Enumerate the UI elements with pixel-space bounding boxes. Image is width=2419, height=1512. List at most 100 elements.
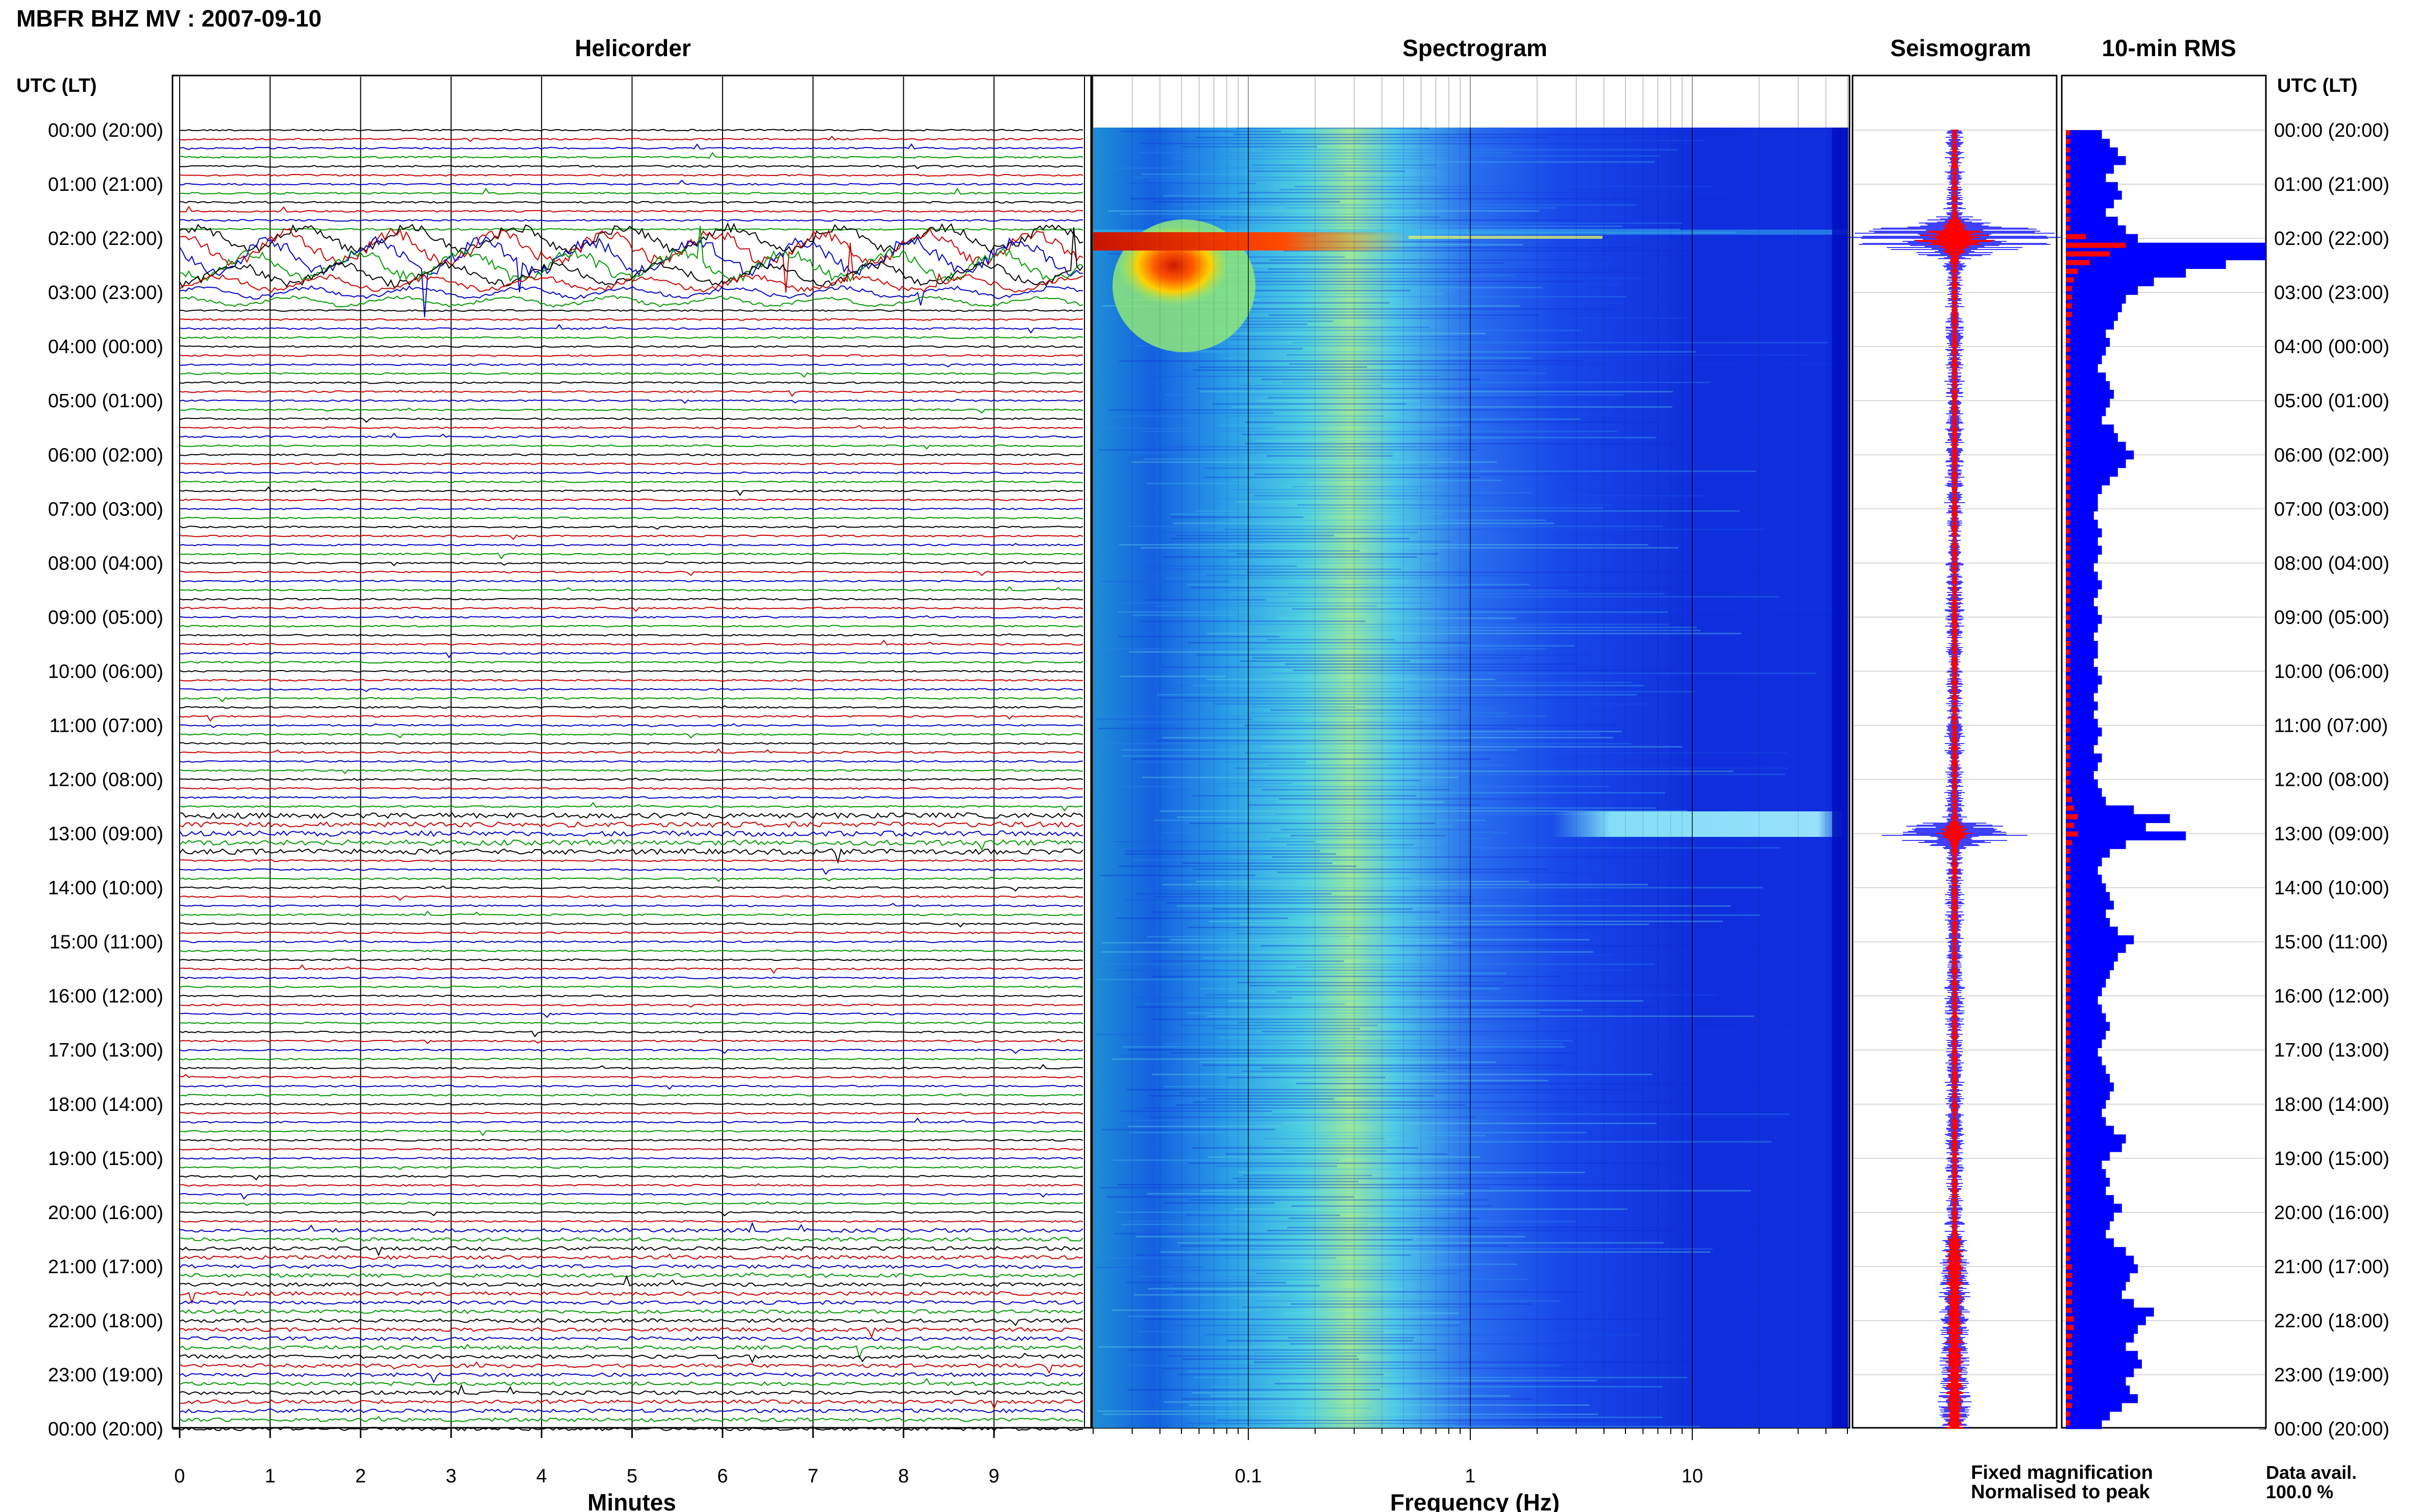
rms-normalised-bar bbox=[2066, 1281, 2072, 1287]
rms-bar bbox=[2066, 952, 2118, 962]
spectrogram-texture-stripe bbox=[1273, 1113, 1790, 1115]
spectrogram-texture-stripe bbox=[1130, 198, 1638, 200]
helicorder-trace bbox=[179, 1012, 1083, 1019]
rms-bar bbox=[2066, 1385, 2130, 1395]
spectrogram-texture-stripe bbox=[1176, 1104, 1465, 1106]
spectrogram-texture-stripe bbox=[1102, 581, 1229, 582]
spectrogram-texture-stripe bbox=[1133, 177, 1437, 178]
helicorder-trace bbox=[179, 336, 1083, 339]
left-hour-tick-label: 11:00 (07:00) bbox=[50, 715, 163, 736]
spectrogram-texture-stripe bbox=[1275, 1383, 1625, 1384]
spectrogram-texture-stripe bbox=[1171, 1325, 1460, 1326]
helicorder-trace bbox=[179, 607, 1083, 612]
helicorder-trace bbox=[179, 228, 1083, 231]
rms-normalised-bar bbox=[2066, 580, 2070, 586]
spectrogram-texture-stripe bbox=[1247, 712, 1508, 714]
rms-bar bbox=[2066, 1368, 2134, 1377]
rms-normalised-bar bbox=[2066, 762, 2070, 767]
helicorder-trace bbox=[179, 309, 1083, 312]
rms-bar bbox=[2066, 718, 2098, 728]
spectrogram-texture-stripe bbox=[1228, 559, 1441, 561]
helicorder-trace bbox=[179, 187, 1083, 195]
spectrogram-x-axis-title: Frequency (Hz) bbox=[1390, 1489, 1560, 1512]
spectrogram-texture-stripe bbox=[1109, 409, 1624, 411]
spectrogram-texture-stripe bbox=[1162, 737, 1613, 738]
spectrogram-texture-stripe bbox=[1293, 342, 1828, 343]
rms-normalised-bar bbox=[2066, 286, 2072, 291]
spectrogram-texture-stripe bbox=[1171, 1052, 1575, 1054]
left-hour-tick-label: 18:00 (14:00) bbox=[48, 1094, 163, 1116]
helicorder-trace bbox=[179, 1038, 1083, 1045]
spectrogram-texture-stripe bbox=[1098, 1346, 1325, 1348]
spectrogram-texture-stripe bbox=[1163, 878, 1413, 879]
rms-normalised-bar bbox=[2066, 718, 2070, 724]
helicorder-trace bbox=[179, 748, 1083, 754]
spectrogram-texture-stripe bbox=[1120, 1120, 1488, 1121]
helicorder-trace bbox=[180, 1021, 1083, 1025]
helicorder-trace bbox=[179, 705, 1083, 709]
rms-bar bbox=[2066, 892, 2110, 901]
helicorder-trace bbox=[179, 219, 1083, 222]
rms-bar bbox=[2066, 208, 2106, 217]
spectrogram-texture-stripe bbox=[1160, 446, 1478, 448]
spectrogram-texture-stripe bbox=[1171, 516, 1303, 518]
helicorder-trace bbox=[179, 1378, 1083, 1386]
rms-normalised-bar bbox=[2066, 312, 2072, 317]
spectrogram-texture-stripe bbox=[1162, 832, 1507, 833]
helicorder-trace bbox=[179, 1344, 1083, 1359]
left-hour-tick-label: 04:00 (00:00) bbox=[48, 336, 163, 358]
spectrogram-texture-stripe bbox=[1106, 1196, 1354, 1198]
helicorder-trace bbox=[179, 1336, 1083, 1341]
spectrogram-texture-stripe bbox=[1131, 461, 1497, 463]
spectrogram-texture-stripe bbox=[1277, 801, 1444, 803]
spectrogram-texture-stripe bbox=[1189, 1404, 1590, 1406]
spectrogram-event-13h-band bbox=[1551, 811, 1847, 837]
rms-normalised-bar bbox=[2066, 390, 2070, 395]
spectrogram-texture-stripe bbox=[1287, 354, 1807, 356]
helicorder-trace bbox=[179, 769, 1083, 775]
spectrogram-texture-stripe bbox=[1183, 348, 1303, 350]
spectrogram-texture-stripe bbox=[1159, 697, 1586, 699]
spectrogram-texture-stripe bbox=[1177, 262, 1504, 264]
spectrogram-texture-stripe bbox=[1096, 718, 1252, 720]
rms-normalised-bar bbox=[2066, 355, 2070, 361]
helicorder-trace bbox=[179, 317, 1083, 321]
rms-bar bbox=[2066, 225, 2126, 235]
right-hour-tick-label: 02:00 (22:00) bbox=[2274, 228, 2389, 250]
rms-bar bbox=[2066, 537, 2098, 546]
rms-normalised-bar bbox=[2066, 1178, 2070, 1183]
rms-normalised-bar bbox=[2066, 1403, 2072, 1408]
rms-normalised-bar bbox=[2066, 190, 2070, 196]
helicorder-trace bbox=[179, 1175, 1083, 1181]
spectrogram-texture-stripe bbox=[1261, 226, 1623, 227]
spectrogram-texture-stripe bbox=[1292, 608, 1848, 610]
spectrogram-texture-stripe bbox=[1128, 452, 1394, 454]
left-hour-tick-label: 20:00 (16:00) bbox=[48, 1202, 163, 1224]
spectrogram-texture-stripe bbox=[1220, 948, 1381, 950]
helicorder-trace bbox=[179, 802, 1083, 812]
helicorder-trace bbox=[179, 462, 1083, 465]
helicorder-trace bbox=[179, 586, 1083, 591]
rms-bar bbox=[2066, 935, 2134, 945]
spectrogram-texture-stripe bbox=[1280, 1380, 1597, 1381]
spectrogram-texture-stripe bbox=[1290, 835, 1446, 836]
rms-bar bbox=[2066, 450, 2134, 460]
spectrogram-texture-stripe bbox=[1240, 924, 1649, 925]
helicorder-trace bbox=[179, 1372, 1083, 1383]
spectrogram-texture-stripe bbox=[1147, 1193, 1465, 1195]
spectrogram-texture-stripe bbox=[1206, 994, 1718, 996]
spectrogram-texture-stripe bbox=[1236, 933, 1590, 934]
rms-bar bbox=[2066, 1221, 2110, 1230]
spectrogram-texture-stripe bbox=[1126, 1282, 1286, 1283]
rms-bar bbox=[2066, 771, 2094, 780]
right-hour-tick-label: 14:00 (10:00) bbox=[2274, 878, 2389, 899]
rms-normalised-bar bbox=[2066, 1013, 2070, 1019]
helicorder-trace bbox=[179, 1221, 1083, 1233]
rms-normalised-bar bbox=[2066, 1299, 2072, 1304]
helicorder-trace bbox=[179, 1300, 1083, 1305]
spectrogram-texture-stripe bbox=[1193, 1147, 1418, 1149]
helicorder-trace bbox=[179, 324, 1083, 334]
spectrogram-texture-stripe bbox=[1162, 219, 1576, 221]
rms-normalised-bar bbox=[2066, 866, 2070, 872]
spectrogram-texture-stripe bbox=[1099, 449, 1477, 451]
